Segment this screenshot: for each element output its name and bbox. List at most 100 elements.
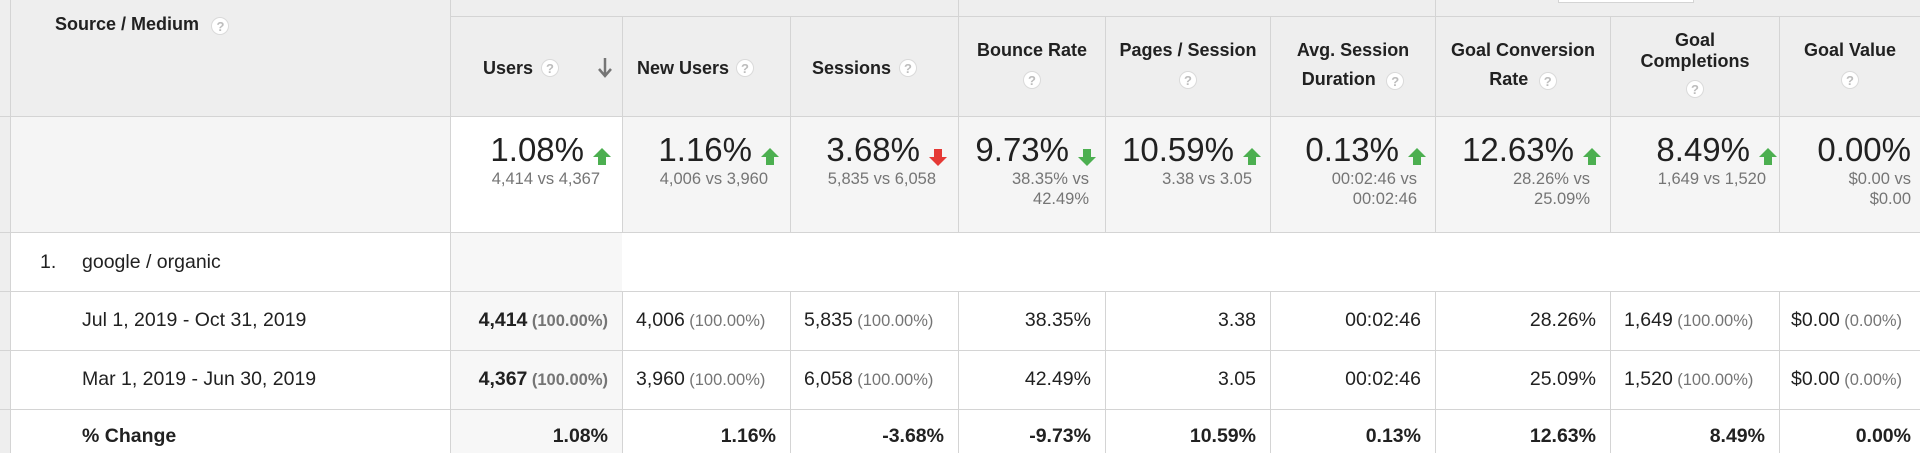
col-divider — [1270, 16, 1271, 233]
sessions-change: -3.68% — [882, 425, 944, 447]
summary-comparison: 38.35% vs — [1011, 170, 1089, 188]
table-header-background — [0, 0, 1920, 116]
col-divider — [10, 0, 11, 453]
header-control-stub — [1558, 0, 1694, 3]
header-divider — [0, 116, 1920, 117]
summary-avg-session: 0.13% 00:02:46 vs 00:02:46 — [1271, 131, 1427, 209]
sort-descending-icon[interactable] — [597, 57, 613, 79]
row-label: Jul 1, 2019 - Oct 31, 2019 — [82, 309, 307, 331]
header-new-users[interactable]: New Users ? — [623, 55, 790, 85]
header-avg-session-duration[interactable]: Avg. Session Duration ? — [1271, 36, 1435, 95]
summary-comparison: 5,835 vs 6,058 — [827, 170, 936, 188]
sessions-value: 6,058 (100.00%) — [804, 368, 964, 391]
arrow-up-icon — [1759, 147, 1777, 165]
sessions-number: 5,835 — [804, 309, 853, 331]
users-number: 4,414 — [478, 309, 528, 331]
pages-session-header-label: Pages / Session — [1119, 40, 1257, 60]
help-icon[interactable]: ? — [899, 59, 917, 77]
group-divider — [0, 291, 1920, 292]
change-row-label: % Change — [82, 425, 177, 447]
new-users-percent: (100.00%) — [689, 371, 766, 389]
new-users-header-label: New Users — [637, 58, 730, 78]
users-value: 4,414 (100.00%) — [451, 309, 608, 332]
col-divider — [622, 291, 623, 453]
users-value: 4,367 (100.00%) — [451, 368, 608, 391]
pages-session-value: 3.38 — [1218, 309, 1256, 331]
summary-change-value: 0.13% — [1305, 131, 1399, 168]
goal-conv-value: 25.09% — [1529, 368, 1596, 390]
users-change: 1.08% — [552, 425, 608, 447]
goal-conv-header-line2: Rate — [1489, 69, 1529, 89]
group-index: 1. — [40, 251, 57, 273]
summary-users-cell — [451, 117, 622, 232]
help-icon[interactable]: ? — [1386, 71, 1405, 90]
summary-change-value: 9.73% — [975, 131, 1069, 168]
bounce-rate-change: -9.73% — [1029, 425, 1091, 447]
new-users-number: 3,960 — [636, 368, 685, 390]
header-source-medium[interactable]: Source / Medium ? — [55, 14, 435, 44]
sessions-number: 6,058 — [804, 368, 853, 390]
header-bounce-rate[interactable]: Bounce Rate ? — [959, 36, 1105, 94]
source-medium-label: Source / Medium — [55, 14, 200, 34]
table-left-edge — [0, 0, 10, 453]
bounce-rate-header-label: Bounce Rate — [976, 40, 1088, 60]
summary-comparison: $0.00 vs — [1848, 170, 1911, 188]
goal-completions-percent: (100.00%) — [1677, 312, 1754, 330]
summary-comparison-line2: 42.49% — [1033, 190, 1089, 208]
pages-session-value: 3.05 — [1218, 368, 1256, 390]
users-percent: (100.00%) — [531, 312, 608, 330]
goal-completions-header-line1: Goal — [1674, 30, 1715, 50]
group-users-cell — [451, 233, 622, 291]
goal-conv-header-line1: Goal Conversion — [1450, 40, 1596, 60]
help-icon[interactable]: ? — [1538, 71, 1557, 90]
new-users-value: 4,006 (100.00%) — [636, 309, 796, 332]
header-top-divider — [451, 16, 1920, 17]
new-users-value: 3,960 (100.00%) — [636, 368, 796, 391]
summary-comparison-line2: 25.09% — [1534, 190, 1590, 208]
summary-comparison: 4,006 vs 3,960 — [659, 170, 768, 188]
summary-comparison: 00:02:46 vs — [1331, 170, 1417, 188]
help-icon[interactable]: ? — [541, 59, 559, 77]
goal-value-change: 0.00% — [1855, 425, 1911, 447]
summary-change-value: 3.68% — [826, 131, 920, 168]
col-divider — [958, 0, 959, 233]
help-icon[interactable]: ? — [736, 59, 754, 77]
group-row[interactable]: 1. google / organic — [11, 233, 450, 291]
header-goal-value[interactable]: Goal Value ? — [1780, 36, 1920, 94]
help-icon[interactable]: ? — [1841, 70, 1859, 89]
goal-value-value: $0.00 (0.00%) — [1791, 368, 1920, 391]
header-goal-completions[interactable]: Goal Completions ? — [1611, 30, 1779, 99]
avg-session-header-line2: Duration — [1301, 69, 1376, 89]
summary-divider — [0, 232, 1920, 233]
goal-completions-header-line2: Completions — [1640, 51, 1750, 71]
goal-value-number: $0.00 — [1791, 309, 1840, 331]
table-row: Jul 1, 2019 - Oct 31, 2019 4,414 (100.00… — [0, 292, 1920, 350]
summary-users: 1.08% 4,414 vs 4,367 — [451, 131, 612, 189]
help-icon[interactable]: ? — [1686, 79, 1704, 98]
help-icon[interactable]: ? — [1179, 70, 1197, 89]
help-icon[interactable]: ? — [1023, 70, 1041, 89]
summary-comparison-line2: 00:02:46 — [1352, 190, 1417, 208]
new-users-percent: (100.00%) — [689, 312, 766, 330]
col-divider — [1610, 16, 1611, 233]
help-icon[interactable]: ? — [211, 16, 230, 35]
avg-session-value: 00:02:46 — [1345, 309, 1421, 331]
row2-divider — [0, 409, 1920, 410]
summary-change-value: 1.16% — [658, 131, 752, 168]
summary-change-value: 12.63% — [1462, 131, 1574, 168]
header-goal-conversion-rate[interactable]: Goal Conversion Rate ? — [1436, 36, 1610, 95]
group-label[interactable]: google / organic — [82, 251, 221, 273]
goal-completions-change: 8.49% — [1709, 425, 1765, 447]
header-pages-session[interactable]: Pages / Session ? — [1106, 36, 1270, 94]
summary-comparison: 1,649 vs 1,520 — [1657, 170, 1766, 188]
summary-comparison: 3.38 vs 3.05 — [1162, 170, 1252, 188]
summary-row-background — [0, 117, 1920, 232]
col-divider — [1270, 291, 1271, 453]
header-sessions[interactable]: Sessions ? — [791, 55, 958, 85]
header-users[interactable]: Users ? — [451, 55, 622, 85]
users-percent: (100.00%) — [531, 371, 608, 389]
arrow-up-icon — [1243, 147, 1261, 165]
col-divider — [1435, 291, 1436, 453]
goal-value-header-label: Goal Value — [1803, 40, 1897, 60]
